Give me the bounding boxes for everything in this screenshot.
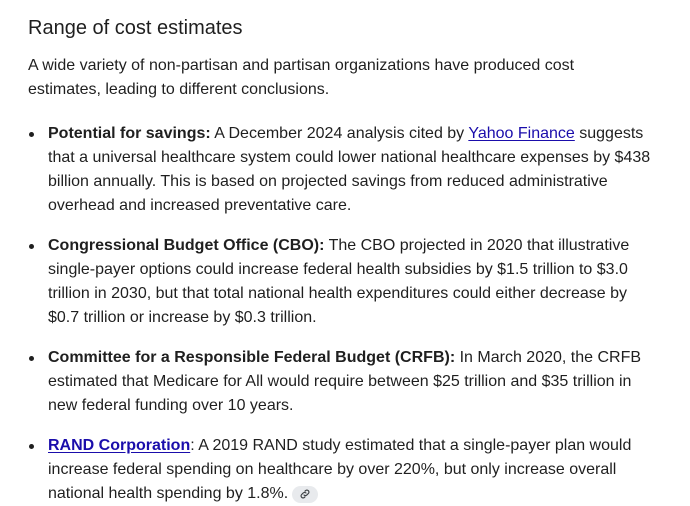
- bullet-label: Potential for savings:: [48, 125, 211, 142]
- bullet-label: Committee for a Responsible Federal Budg…: [48, 349, 456, 366]
- cost-estimates-list: Potential for savings: A December 2024 a…: [28, 122, 666, 506]
- list-item-cbo: Congressional Budget Office (CBO): The C…: [28, 234, 660, 330]
- bullet-dot: [29, 132, 34, 137]
- bullet-label: Congressional Budget Office (CBO):: [48, 237, 325, 254]
- list-item-savings: Potential for savings: A December 2024 a…: [28, 122, 668, 218]
- source-link-chip[interactable]: [292, 485, 319, 503]
- bullet-text: suggests that a universal healthcare sys…: [48, 125, 651, 214]
- bullet-dot: [29, 244, 34, 249]
- bullet-text: A December 2024 analysis cited by: [210, 125, 469, 142]
- section-heading: Range of cost estimates: [28, 17, 243, 39]
- list-item-rand: RAND Corporation: A 2019 RAND study esti…: [28, 434, 648, 506]
- bullet-text: In March 2020, the CRFB estimated that M…: [48, 349, 642, 414]
- rand-corporation-link[interactable]: RAND Corporation: [48, 437, 191, 454]
- link-icon: [300, 489, 310, 499]
- bullet-text: : A 2019 RAND study estimated that a sin…: [48, 437, 632, 502]
- intro-paragraph: A wide variety of non-partisan and parti…: [28, 57, 575, 98]
- yahoo-finance-link[interactable]: Yahoo Finance: [468, 125, 575, 142]
- bullet-dot: [29, 444, 34, 449]
- bullet-dot: [29, 356, 34, 361]
- list-item-crfb: Committee for a Responsible Federal Budg…: [28, 346, 658, 418]
- bullet-text: The CBO projected in 2020 that illustrat…: [48, 237, 630, 326]
